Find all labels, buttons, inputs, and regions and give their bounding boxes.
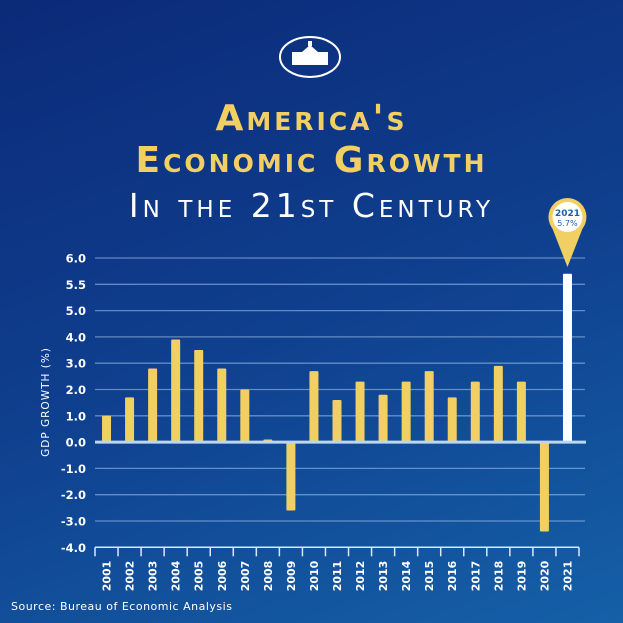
bar-2002 — [125, 397, 135, 443]
source-note: Source: Bureau of Economic Analysis — [11, 600, 233, 613]
y-tick-label: -3.0 — [61, 515, 86, 529]
x-tick-label: 2020 — [538, 560, 551, 591]
title-line-2: Economic Growth — [135, 140, 488, 181]
y-tick-label: 0.0 — [66, 436, 86, 450]
x-tick-label: 2019 — [515, 561, 528, 592]
x-tick-label: 2007 — [239, 561, 252, 592]
y-tick-label: 4.0 — [66, 330, 86, 344]
bar-2005 — [194, 350, 204, 443]
y-tick-label: 6.0 — [66, 252, 86, 266]
bar-2004 — [171, 339, 181, 443]
x-tick-label: 2021 — [561, 561, 574, 592]
y-tick-label: 5.0 — [66, 304, 86, 318]
bar-2009 — [286, 442, 296, 511]
x-tick-label: 2015 — [423, 561, 436, 592]
y-tick-label: -4.0 — [61, 541, 86, 555]
x-tick-label: 2014 — [400, 560, 413, 591]
bar-2018 — [493, 365, 503, 443]
y-tick-label: 2.0 — [66, 383, 86, 397]
bar-2013 — [378, 394, 388, 443]
x-tick-label: 2016 — [446, 560, 459, 591]
bar-2006 — [217, 368, 227, 443]
x-tick-label: 2013 — [377, 561, 390, 592]
x-tick-label: 2018 — [492, 561, 505, 592]
x-tick-label: 2011 — [331, 561, 344, 592]
x-tick-label: 2010 — [308, 560, 321, 591]
x-tick-label: 2003 — [147, 561, 160, 592]
bar-2007 — [240, 389, 250, 443]
title-line-1: America's — [215, 98, 408, 139]
bar-2003 — [148, 368, 158, 443]
x-tick-label: 2002 — [124, 561, 137, 592]
x-tick-label: 2004 — [170, 560, 183, 591]
bar-2014 — [401, 381, 411, 443]
highlight-value: 5.7% — [557, 219, 578, 228]
x-tick-label: 2012 — [354, 561, 367, 592]
map-pin-inner — [552, 202, 583, 232]
bar-2020 — [539, 442, 549, 532]
bar-2021 — [562, 273, 572, 443]
y-axis-label: GDP GROWTH (%) — [40, 347, 52, 457]
x-tick-label: 2009 — [285, 561, 298, 592]
bar-2019 — [516, 381, 526, 443]
x-tick-label: 2006 — [216, 560, 229, 591]
x-tick-label: 2001 — [101, 561, 114, 592]
y-tick-label: 1.0 — [66, 409, 86, 423]
bar-2017 — [470, 381, 480, 443]
title-line-3: In the 21st Century — [128, 186, 495, 225]
x-tick-label: 2008 — [262, 561, 275, 592]
bar-2015 — [424, 371, 434, 443]
y-tick-label: -2.0 — [61, 488, 86, 502]
y-tick-label: 3.0 — [66, 357, 86, 371]
bar-2001 — [102, 415, 112, 443]
bar-2012 — [355, 381, 365, 443]
x-tick-label: 2005 — [193, 561, 206, 592]
bar-2011 — [332, 400, 342, 443]
y-tick-label: -1.0 — [61, 462, 86, 476]
x-tick-label: 2017 — [469, 561, 482, 592]
bar-2016 — [447, 397, 457, 443]
y-tick-label: 5.5 — [66, 278, 86, 292]
bar-2010 — [309, 371, 319, 443]
white-house-logo — [279, 36, 341, 78]
highlight-year: 2021 — [555, 209, 580, 219]
